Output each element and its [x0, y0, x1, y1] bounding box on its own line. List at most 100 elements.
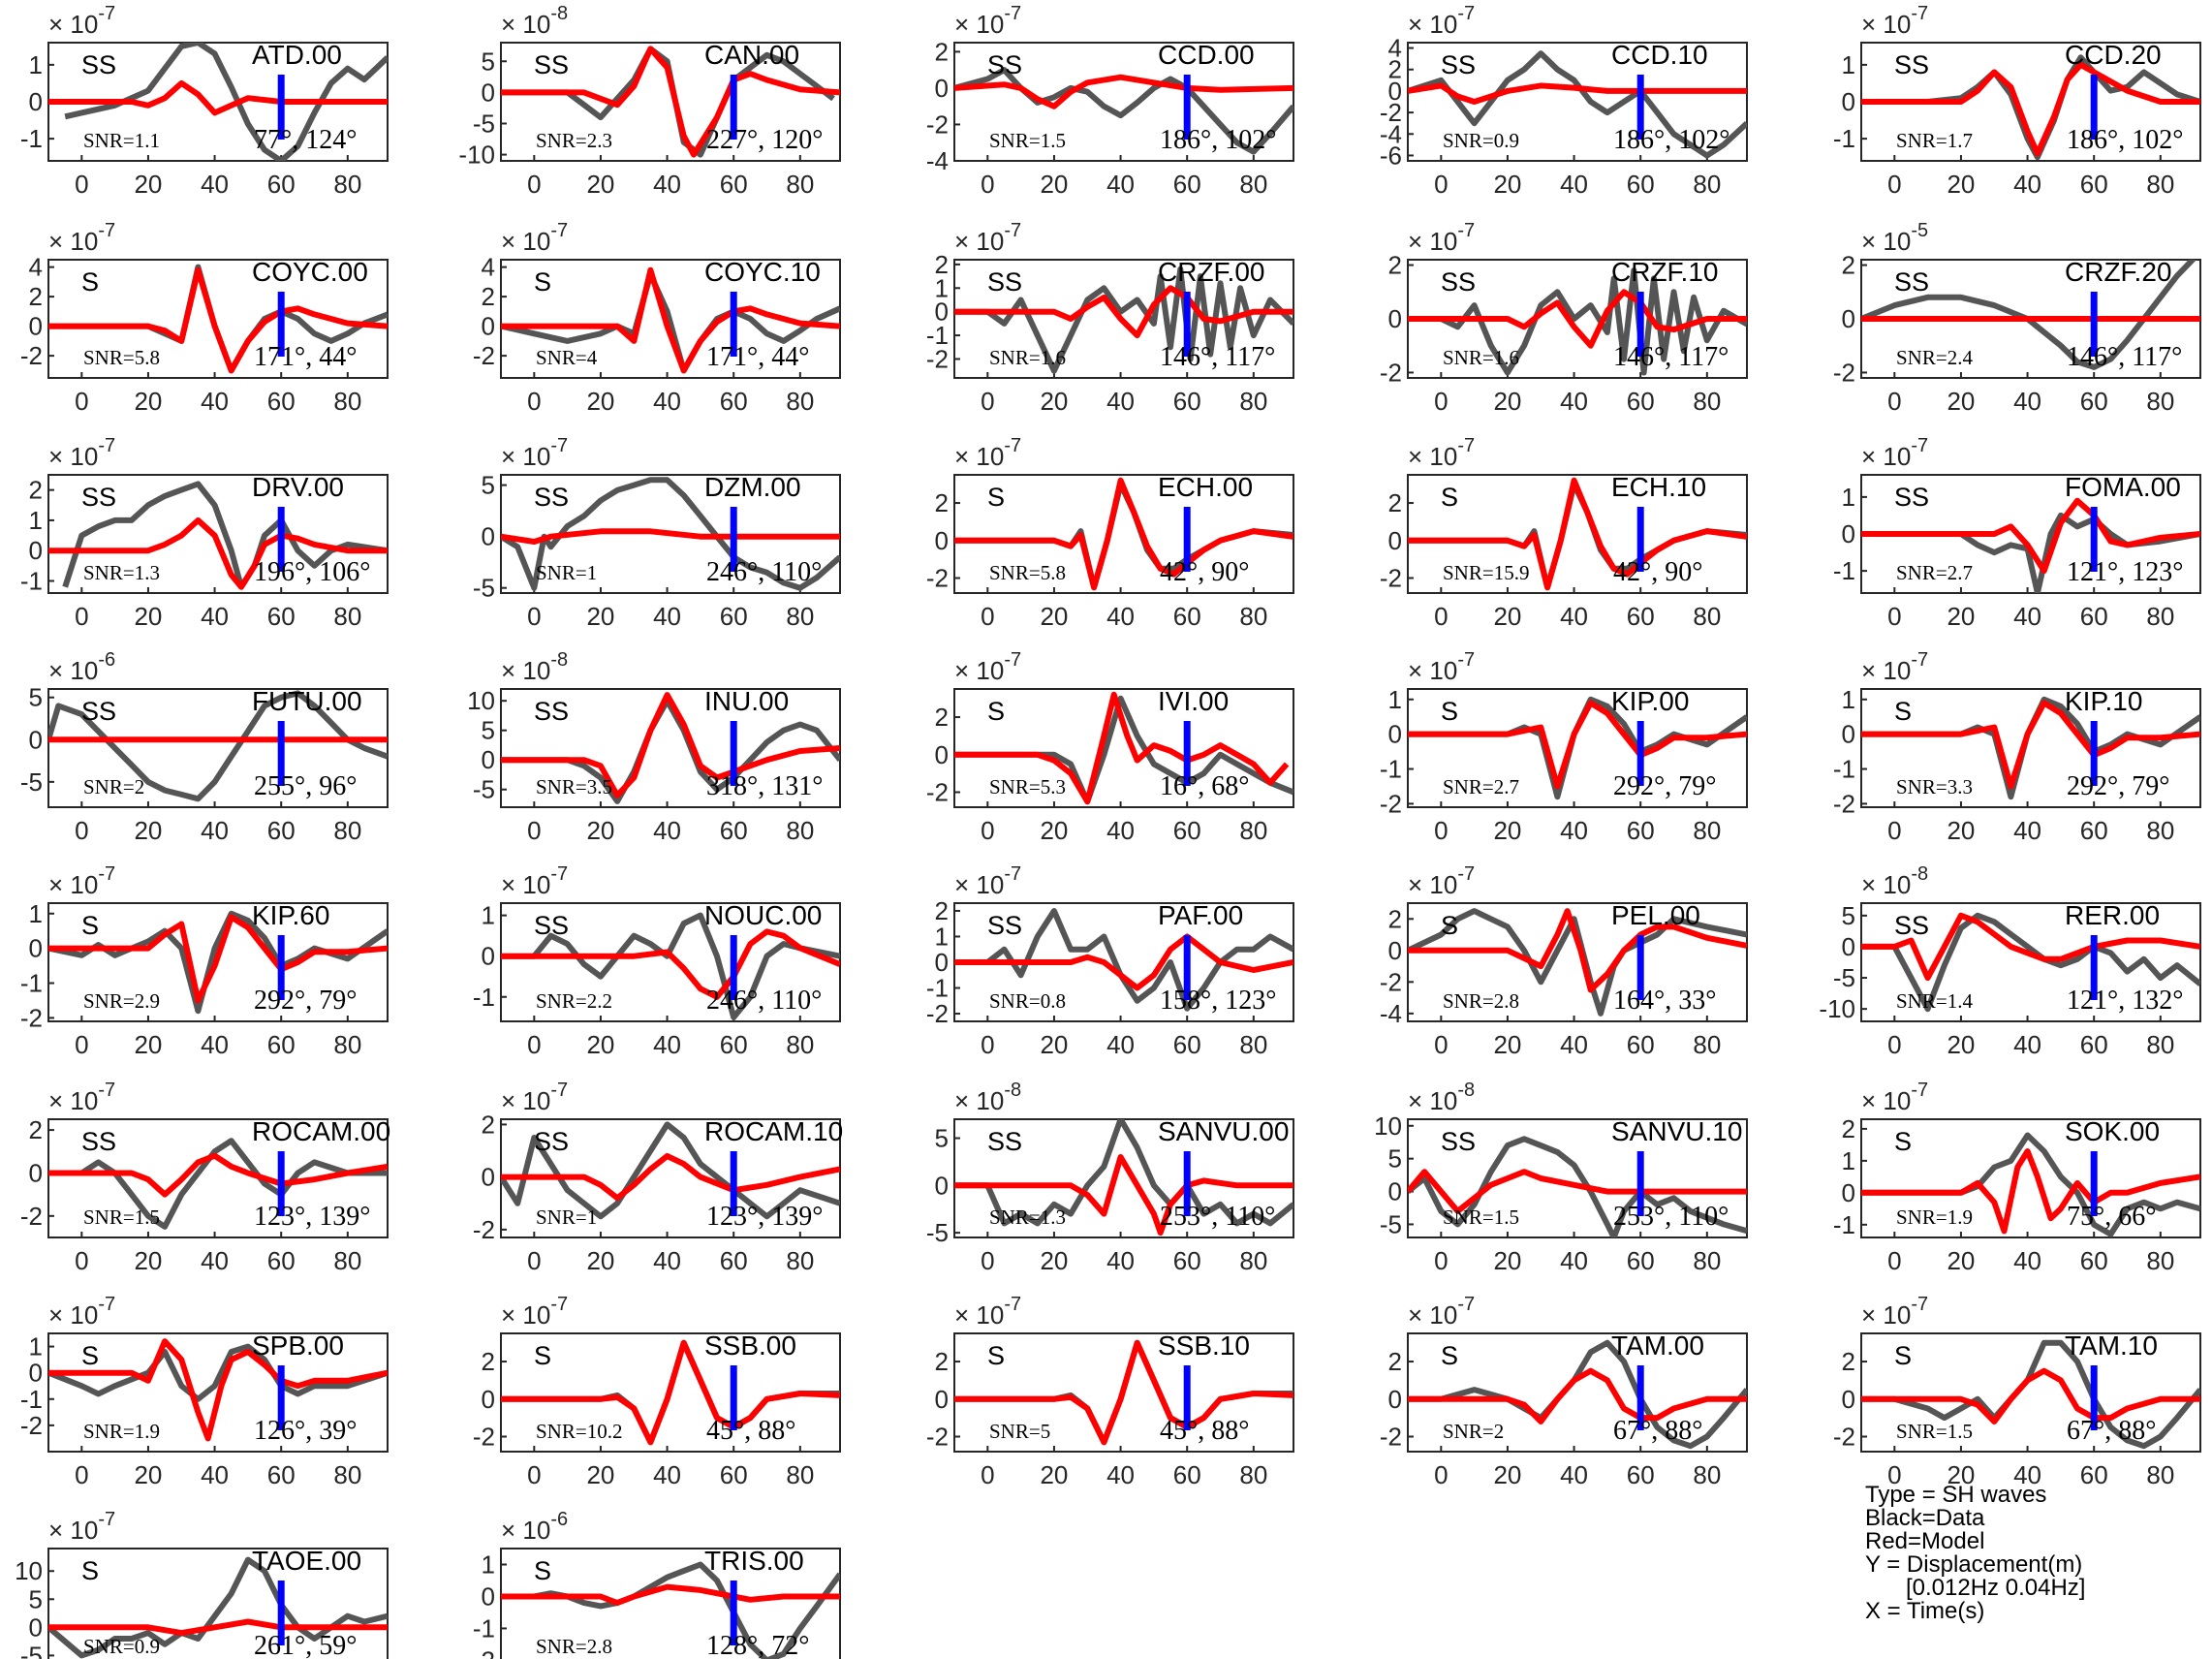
- angles-label: 253°, 110°: [1613, 1202, 1729, 1232]
- phase-label: S: [1894, 697, 1912, 726]
- y-exponent-label: × 10-7: [1408, 1294, 1475, 1330]
- angles-label: 123°, 139°: [706, 1202, 823, 1232]
- y-tick-label: 0: [1388, 304, 1402, 333]
- y-tick-label: 2: [482, 1110, 495, 1139]
- model-trace: [1861, 1367, 2200, 1424]
- y-tick-label: -1: [473, 983, 495, 1012]
- x-tick-label: 80: [786, 816, 814, 845]
- x-tick-label: 80: [1693, 170, 1721, 199]
- y-tick-label: -5: [1380, 1209, 1402, 1238]
- x-tick-label: 20: [1493, 816, 1521, 845]
- phase-label: S: [1441, 1341, 1458, 1370]
- panel-CCD.00: 0 20 40 60 80 -4 -2 0 2× 10-7 SS CCD.00 SNR=1.5 186°…: [926, 3, 1294, 199]
- station-label: TRIS.00: [704, 1546, 804, 1576]
- snr-label: SNR=2: [1443, 1420, 1504, 1443]
- angles-label: 146°, 117°: [1160, 342, 1275, 372]
- data-trace: [954, 908, 1293, 1012]
- y-tick-label: 0: [29, 536, 43, 565]
- y-exponent-label: × 10-7: [48, 863, 115, 899]
- panel-NOUC.00: 0 20 40 60 80 -1 0 1× 10-7 SS NOUC.00 SNR=2.2 246°,…: [473, 863, 841, 1059]
- y-tick-label: -2: [20, 1003, 43, 1032]
- y-tick-label: -2: [926, 999, 949, 1028]
- station-label: CCD.20: [2065, 40, 2162, 70]
- x-tick-label: 40: [2013, 1460, 2041, 1489]
- x-tick-label: 80: [1693, 1460, 1721, 1489]
- phase-label: SS: [81, 483, 116, 512]
- y-tick-label: 2: [935, 250, 949, 279]
- angles-label: 318°, 131°: [706, 771, 823, 801]
- y-exponent-label: × 10-7: [1408, 3, 1475, 39]
- panel-CRZF.20: 0 20 40 60 80 -2 0 2× 10-5 SS CRZF.20 SNR=2.4 146°,…: [1833, 220, 2201, 416]
- y-exponent-label: × 10-7: [1861, 1080, 1928, 1115]
- x-tick-label: 80: [1693, 816, 1721, 845]
- y-tick-label: 1: [1842, 1146, 1855, 1175]
- x-tick-label: 80: [2146, 602, 2174, 631]
- x-tick-label: 20: [1040, 1246, 1068, 1275]
- angles-label: 186°, 102°: [1613, 125, 1729, 155]
- x-tick-label: 80: [1239, 1030, 1267, 1059]
- x-tick-label: 0: [75, 1030, 88, 1059]
- x-tick-label: 0: [527, 1246, 541, 1275]
- snr-label: SNR=2: [83, 775, 144, 798]
- model-trace: [48, 1152, 388, 1198]
- legend: Type = SH waves Black=Data Red=Model Y =…: [1865, 1484, 2085, 1623]
- y-tick-label: 0: [482, 745, 495, 774]
- y-tick-label: 0: [29, 725, 43, 754]
- x-tick-label: 20: [134, 387, 162, 416]
- panel-SSB.00: 0 20 40 60 80 -2 0 2× 10-7 S SSB.00 SNR=10.2 45°, 8…: [473, 1294, 841, 1489]
- x-tick-label: 60: [2080, 170, 2108, 199]
- x-tick-label: 80: [333, 1030, 361, 1059]
- y-tick-label: 5: [1842, 901, 1855, 930]
- snr-label: SNR=1.9: [1896, 1205, 1973, 1229]
- station-label: ECH.10: [1611, 472, 1706, 502]
- x-tick-label: 40: [1560, 816, 1588, 845]
- x-tick-label: 80: [2146, 1246, 2174, 1275]
- y-tick-label: 0: [482, 312, 495, 341]
- angles-label: 16°, 68°: [1160, 771, 1249, 801]
- x-tick-label: 60: [720, 1460, 748, 1489]
- x-tick-label: 0: [981, 602, 994, 631]
- y-tick-label: 0: [1388, 936, 1402, 965]
- x-tick-label: 20: [1040, 816, 1068, 845]
- y-tick-label: -1: [926, 321, 949, 350]
- x-tick-label: 80: [1693, 602, 1721, 631]
- phase-label: S: [987, 1341, 1005, 1370]
- x-tick-label: 60: [1627, 170, 1655, 199]
- y-exponent-label: × 10-7: [1408, 863, 1475, 899]
- panel-ECH.00: 0 20 40 60 80 -2 0 2× 10-7 S ECH.00 SNR=5.8 42°, 90…: [926, 435, 1294, 631]
- data-trace: [1408, 908, 1747, 1017]
- x-tick-label: 80: [1693, 1246, 1721, 1275]
- y-tick-label: -2: [473, 341, 495, 370]
- x-tick-label: 40: [653, 1460, 681, 1489]
- station-label: CRZF.20: [2065, 257, 2171, 287]
- y-tick-label: -5: [926, 1218, 949, 1247]
- station-label: PAF.00: [1158, 900, 1243, 930]
- y-tick-label: 0: [29, 312, 43, 341]
- phase-label: SS: [1894, 267, 1929, 297]
- y-tick-label: 2: [935, 37, 949, 66]
- y-tick-label: 1: [482, 1549, 495, 1579]
- legend-data: Black=Data: [1865, 1505, 1985, 1531]
- y-tick-label: 0: [1842, 720, 1855, 749]
- model-trace: [1408, 1367, 1747, 1424]
- y-tick-label: -2: [1380, 1423, 1402, 1452]
- x-tick-label: 40: [1106, 1030, 1135, 1059]
- phase-label: S: [81, 1556, 99, 1585]
- station-label: KIP.00: [1611, 686, 1689, 716]
- x-tick-label: 20: [1493, 170, 1521, 199]
- phase-label: SS: [534, 1127, 569, 1156]
- axes-box: [500, 1548, 841, 1659]
- x-tick-label: 40: [201, 1246, 229, 1275]
- snr-label: SNR=5.8: [989, 561, 1066, 584]
- y-tick-label: 1: [1842, 685, 1855, 714]
- angles-label: 123°, 139°: [254, 1202, 370, 1232]
- angles-label: 75°, 66°: [2067, 1202, 2156, 1232]
- phase-label: S: [987, 483, 1005, 512]
- y-tick-label: 2: [1842, 251, 1855, 280]
- model-trace: [1408, 700, 1747, 790]
- y-tick-label: 0: [1842, 1385, 1855, 1414]
- x-tick-label: 80: [333, 816, 361, 845]
- phase-label: S: [1441, 911, 1458, 940]
- y-tick-label: -2: [926, 564, 949, 593]
